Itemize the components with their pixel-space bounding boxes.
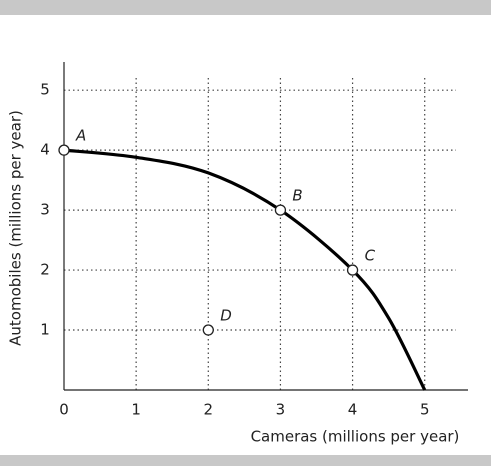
point-label: A	[75, 127, 86, 145]
x-tick-label: 5	[420, 401, 430, 419]
y-tick-label: 2	[40, 261, 50, 279]
y-tick-label: 5	[40, 81, 50, 99]
x-tick-label: 0	[59, 401, 69, 419]
point-marker	[346, 264, 359, 276]
x-tick-label: 3	[276, 401, 286, 419]
y-axis-title: Automobiles (millions per year)	[7, 110, 25, 346]
point-marker	[202, 324, 214, 336]
point-label: C	[365, 247, 376, 265]
point-marker	[58, 144, 70, 156]
x-tick-label: 1	[131, 401, 141, 419]
y-tick-label: 4	[40, 141, 50, 159]
y-tick-label: 3	[40, 201, 50, 219]
top-bar	[0, 0, 491, 15]
y-tick-label: 1	[40, 321, 50, 339]
bottom-bar	[0, 455, 491, 466]
point-label: D	[220, 307, 232, 325]
x-tick-label: 4	[348, 401, 358, 419]
point-label: B	[292, 187, 302, 205]
x-tick-label: 2	[204, 401, 214, 419]
point-marker	[274, 204, 287, 216]
x-axis-title: Cameras (millions per year)	[251, 428, 460, 446]
